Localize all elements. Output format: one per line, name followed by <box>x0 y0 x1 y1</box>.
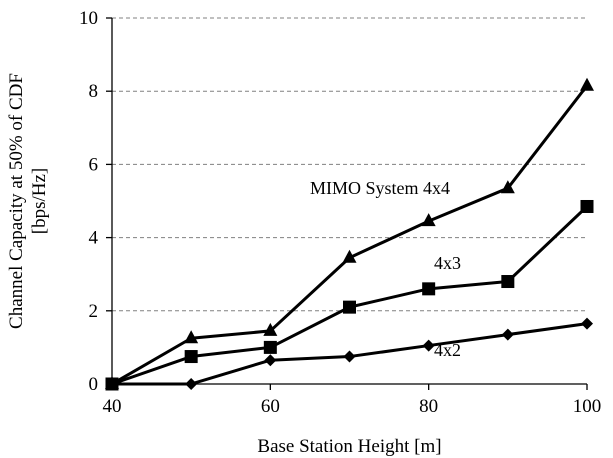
diamond-marker <box>106 378 118 390</box>
y-tick-label: 8 <box>89 81 99 102</box>
square-marker <box>501 275 515 289</box>
x-tick-label: 80 <box>419 396 438 417</box>
square-marker <box>422 282 436 296</box>
y-tick-label: 6 <box>89 154 99 175</box>
grid-lines <box>112 17 587 312</box>
series-label: 4x2 <box>434 340 461 360</box>
y-tick-label: 0 <box>89 374 99 395</box>
triangle-marker <box>500 180 515 194</box>
series-square <box>105 199 594 391</box>
y-tick-label: 4 <box>89 228 99 249</box>
series-triangle <box>105 77 594 389</box>
triangle-marker <box>580 77 594 91</box>
series-line <box>111 84 589 386</box>
series-label: 4x3 <box>434 253 461 273</box>
diamond-marker <box>185 378 198 390</box>
triangle-marker <box>421 213 436 227</box>
triangle-marker <box>184 330 199 344</box>
square-marker <box>580 199 594 213</box>
square-marker <box>184 350 198 364</box>
series-label: MIMO System 4x4 <box>310 178 450 198</box>
y-tick-label: 10 <box>79 8 98 29</box>
series-layer <box>105 77 594 391</box>
diamond-marker <box>422 339 435 352</box>
x-axis-label: Base Station Height [m] <box>257 436 441 457</box>
x-tick-label: 60 <box>261 396 280 417</box>
y-axis-label: Channel Capacity at 50% of CDF <box>6 73 27 329</box>
diamond-marker <box>343 350 356 363</box>
triangle-marker <box>263 322 278 336</box>
diamond-marker <box>581 317 593 330</box>
square-marker <box>343 300 356 314</box>
diamond-marker <box>264 354 277 367</box>
y-axis-label: [bps/Hz] <box>29 168 50 234</box>
y-tick-label: 2 <box>89 301 99 322</box>
square-marker <box>263 340 277 354</box>
series-diamond <box>106 317 593 390</box>
triangle-marker <box>342 249 357 263</box>
x-tick-label: 100 <box>573 396 602 417</box>
diamond-marker <box>501 328 514 341</box>
labels-layer: 0 2 4 6 8 10 40 60 80 100 Base Station Height [m] C… <box>6 8 601 457</box>
x-tick-label: 40 <box>103 396 122 417</box>
